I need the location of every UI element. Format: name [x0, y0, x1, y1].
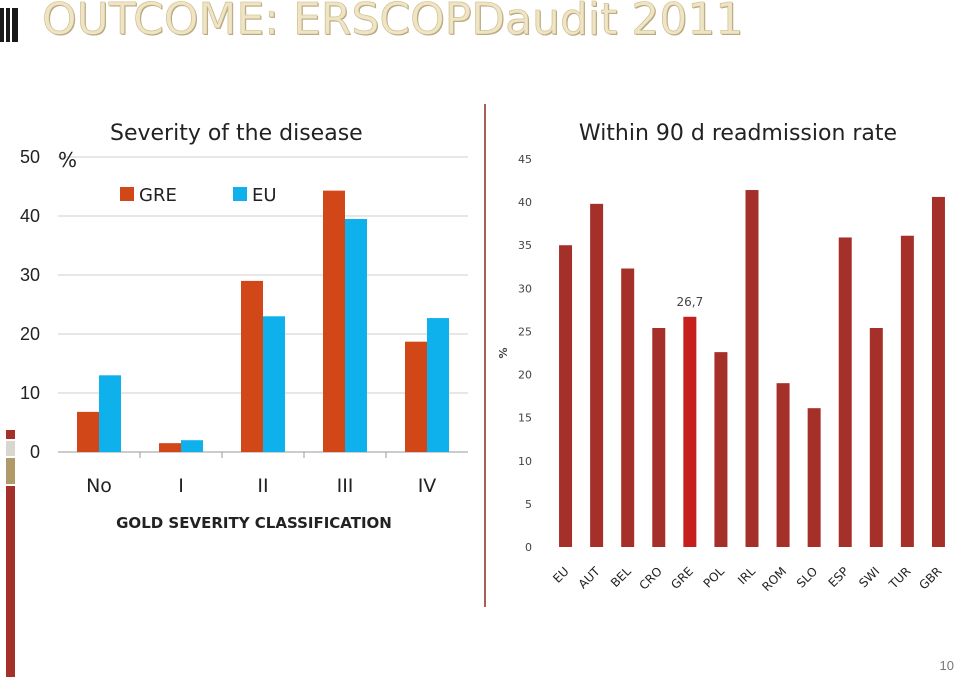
- page-number: 10: [939, 658, 954, 673]
- legend-label-eu: EU: [252, 185, 277, 206]
- readmission-y-tick-label: 35: [518, 239, 532, 252]
- severity-y-tick-label: 0: [30, 442, 40, 462]
- severity-bar-gre-no: [77, 411, 99, 452]
- severity-y-tick-label: 20: [20, 324, 40, 344]
- readmission-category-label: AUT: [576, 564, 604, 592]
- readmission-chart: 0 5 10 15 20 25 30 35 40 45 EU AUT BEL CRO GRE POL IRL R…: [497, 121, 945, 594]
- readmission-bar-tur: [900, 235, 914, 547]
- legend-label-gre: GRE: [139, 185, 177, 206]
- severity-y-tick-label: 30: [20, 265, 40, 285]
- left-color-strip: [6, 430, 15, 677]
- readmission-bar-gbr: [931, 196, 945, 547]
- readmission-category-label: SLO: [794, 564, 820, 590]
- readmission-category-label: BEL: [608, 564, 634, 590]
- severity-chart-title: Severity of the disease: [110, 121, 363, 146]
- readmission-y-tick-label: 10: [518, 455, 532, 468]
- severity-bar-gre-ii: [241, 280, 263, 452]
- severity-legend: GRE EU: [120, 185, 277, 206]
- readmission-y-tick-label: 20: [518, 369, 532, 382]
- readmission-data-label-gre: 26,7: [676, 295, 703, 309]
- severity-bars: [77, 190, 449, 452]
- readmission-bars: [559, 190, 945, 548]
- readmission-bar-bel: [621, 268, 635, 547]
- readmission-y-tick-label: 0: [525, 541, 532, 554]
- severity-y-tick-label: 50: [20, 147, 40, 167]
- readmission-bar-aut: [590, 203, 604, 547]
- severity-y-tick-label: 10: [20, 383, 40, 403]
- severity-bar-gre-iii: [323, 190, 345, 452]
- readmission-category-label: TUR: [886, 564, 914, 592]
- severity-category-label: No: [86, 475, 112, 497]
- readmission-bar-gre: [683, 316, 697, 547]
- readmission-category-label: ESP: [826, 564, 852, 590]
- readmission-y-unit: %: [497, 347, 510, 358]
- legend-swatch-eu: [233, 187, 247, 201]
- readmission-bar-irl: [745, 190, 759, 548]
- readmission-y-tick-label: 5: [525, 498, 532, 511]
- readmission-category-label: GRE: [668, 564, 696, 592]
- severity-categories: No I II III IV: [86, 452, 436, 497]
- slide-title: OUTCOME: ERSCOPDaudit 2011: [42, 0, 744, 45]
- readmission-y-tick-label: 15: [518, 412, 532, 425]
- readmission-bar-slo: [807, 408, 821, 547]
- readmission-bar-esp: [838, 237, 852, 547]
- severity-bar-gre-i: [159, 443, 181, 452]
- severity-gridlines: [58, 156, 468, 453]
- readmission-category-label: ROM: [759, 564, 789, 594]
- readmission-chart-title: Within 90 d readmission rate: [579, 121, 897, 146]
- readmission-y-tick-label: 45: [518, 153, 532, 166]
- readmission-categories: EU AUT BEL CRO GRE POL IRL ROM SLO ESP SWI TUR GBR: [550, 564, 944, 594]
- severity-bar-eu-iii: [345, 218, 367, 452]
- readmission-bar-swi: [869, 327, 883, 547]
- severity-y-unit: %: [58, 148, 77, 172]
- readmission-y-tick-label: 25: [518, 325, 532, 338]
- readmission-data-labels: 26,7: [676, 295, 703, 309]
- readmission-bar-cro: [652, 327, 666, 547]
- severity-category-label: I: [178, 475, 184, 497]
- severity-bar-gre-iv: [405, 341, 427, 452]
- readmission-bar-pol: [714, 352, 728, 547]
- severity-category-label: II: [257, 475, 268, 497]
- readmission-category-label: GBR: [916, 564, 944, 592]
- readmission-category-label: IRL: [735, 564, 758, 587]
- severity-y-tick-label: 40: [20, 206, 40, 226]
- severity-category-label: IV: [418, 475, 437, 497]
- readmission-category-label: SWI: [856, 564, 882, 590]
- severity-category-label: III: [337, 475, 354, 497]
- readmission-y-tick-label: 40: [518, 196, 532, 209]
- readmission-bar-rom: [776, 383, 790, 547]
- legend-swatch-gre: [120, 187, 134, 201]
- severity-x-axis-label: GOLD SEVERITY CLASSIFICATION: [116, 514, 392, 532]
- severity-bar-eu-i: [181, 440, 203, 452]
- readmission-category-label: POL: [701, 564, 728, 591]
- severity-bar-eu-iv: [427, 318, 449, 452]
- severity-y-ticks: 0 10 20 30 40 50: [20, 147, 40, 462]
- severity-bar-eu-no: [99, 375, 121, 452]
- readmission-y-tick-label: 30: [518, 282, 532, 295]
- readmission-y-ticks: 0 5 10 15 20 25 30 35 40 45: [518, 153, 532, 554]
- readmission-category-label: CRO: [636, 564, 664, 592]
- severity-bar-eu-ii: [263, 316, 285, 452]
- title-bars-decoration: [0, 8, 22, 42]
- readmission-category-label: EU: [550, 564, 571, 585]
- readmission-bar-eu: [559, 245, 573, 547]
